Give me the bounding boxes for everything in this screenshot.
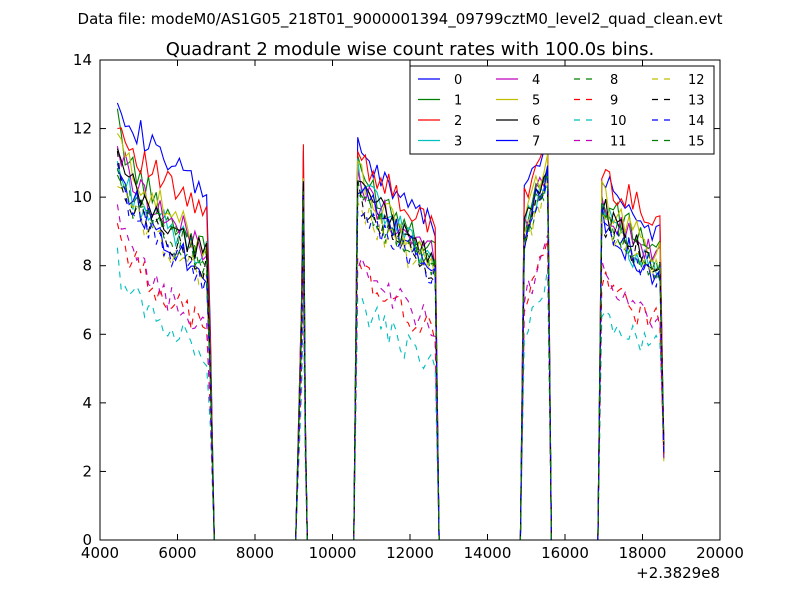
series-line-12 — [117, 178, 665, 541]
series-line-1 — [116, 108, 665, 541]
x-tick-label: 4000 — [81, 544, 119, 562]
legend-label-8: 8 — [610, 73, 618, 88]
series-line-5 — [116, 133, 665, 541]
series-lines — [116, 102, 665, 541]
legend-label-9: 9 — [610, 94, 618, 109]
legend-label-7: 7 — [532, 135, 540, 150]
legend-label-1: 1 — [454, 94, 462, 109]
y-tick-label: 2 — [82, 462, 92, 480]
x-tick-label: 12000 — [386, 544, 434, 562]
x-tick-label: 8000 — [236, 544, 274, 562]
y-tick-label: 6 — [82, 325, 92, 343]
y-tick-label: 14 — [73, 51, 92, 69]
chart-suptitle: Data file: modeM0/AS1G05_218T01_90000013… — [78, 10, 723, 29]
series-line-10 — [116, 247, 665, 541]
y-tick-label: 0 — [82, 531, 92, 549]
legend-label-14: 14 — [688, 114, 705, 129]
y-tick-label: 12 — [73, 120, 92, 138]
series-line-4 — [116, 146, 665, 541]
x-tick-label: 18000 — [619, 544, 667, 562]
legend-label-13: 13 — [688, 94, 705, 109]
chart-title: Quadrant 2 module wise count rates with … — [166, 39, 655, 60]
legend-label-6: 6 — [532, 114, 540, 129]
series-line-11 — [116, 204, 665, 541]
x-tick-label: 10000 — [309, 544, 357, 562]
x-tick-label: 6000 — [158, 544, 196, 562]
y-tick-label: 8 — [82, 257, 92, 275]
legend-box — [409, 65, 715, 155]
legend-label-15: 15 — [688, 135, 705, 150]
y-tick-label: 10 — [73, 188, 92, 206]
y-tick-label: 4 — [82, 394, 92, 412]
legend-label-11: 11 — [610, 135, 627, 150]
legend-label-2: 2 — [454, 114, 462, 129]
axis-ticks: 4000 6000 8000 10000 12000 14000 16000 18000 200… — [73, 51, 744, 562]
legend-label-4: 4 — [532, 73, 540, 88]
series-line-0 — [116, 102, 665, 541]
x-tick-label: 14000 — [464, 544, 512, 562]
x-tick-label: 16000 — [541, 544, 589, 562]
legend-label-5: 5 — [532, 94, 540, 109]
legend-label-3: 3 — [454, 135, 462, 150]
x-tick-label: 20000 — [696, 544, 744, 562]
legend-label-12: 12 — [688, 73, 705, 88]
legend-label-10: 10 — [610, 114, 627, 129]
x-offset-label: +2.3829e8 — [636, 564, 720, 582]
series-line-2 — [117, 127, 665, 541]
legend-label-0: 0 — [454, 73, 462, 88]
